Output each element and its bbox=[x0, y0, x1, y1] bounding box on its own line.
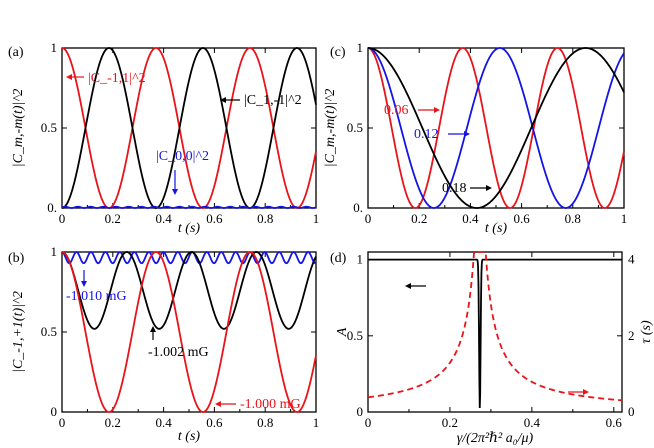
panel-c-frame bbox=[367, 47, 625, 209]
y-tick-label: 0 bbox=[357, 404, 364, 419]
panel-b-frame bbox=[61, 251, 317, 413]
panel-b-arrowhead-red bbox=[215, 401, 221, 407]
x-tick-label: 0 bbox=[59, 211, 66, 226]
panel-c-ann-blue: 0.12 bbox=[414, 127, 439, 142]
panel-b-ann-black: -1.002 mG bbox=[148, 345, 209, 360]
panel-a-xlabel-text: t (s) bbox=[178, 221, 201, 236]
panel-c-ann-black: 0.18 bbox=[442, 181, 467, 196]
x-tick-label: 0 bbox=[59, 415, 66, 430]
x-tick-label: 0 bbox=[365, 211, 372, 226]
x-tick-label: 1 bbox=[621, 211, 628, 226]
panel-b-ticks: 0 0.2 0.4 0.6 0.8 1 0 0.5 1 bbox=[41, 244, 320, 430]
y-tick-label: 0.5 bbox=[347, 120, 363, 135]
panel-c-curves bbox=[367, 47, 625, 209]
panel-a-xlabel: t (s) bbox=[178, 221, 201, 236]
x-tick-label: 0.6 bbox=[206, 211, 223, 226]
panel-b-arrowhead-blue bbox=[81, 281, 87, 287]
panel-d-ylabel-right: τ (s) bbox=[639, 320, 654, 344]
panel-c-arrowhead-blue bbox=[464, 131, 470, 137]
y-right-tick-label: 4 bbox=[628, 252, 635, 267]
panel-a: (a) 0 0.2 0.4 0.6 0.8 1 0. 0.5 1 t (s) |C_m,-m(t… bbox=[8, 40, 319, 236]
y-tick-label: 0.5 bbox=[41, 120, 57, 135]
series-0.12 bbox=[367, 47, 625, 209]
x-tick-label: 0.8 bbox=[565, 211, 581, 226]
series-blue bbox=[61, 205, 317, 209]
panel-d-frame bbox=[367, 251, 623, 413]
panel-c-arrowhead-black bbox=[486, 185, 492, 191]
panel-c-ylabel: |C_m,-m(t)|^2 bbox=[323, 89, 338, 168]
x-tick-label: 0.2 bbox=[442, 415, 458, 430]
series--1.000 mG bbox=[61, 251, 317, 413]
panel-b-arrowhead-black bbox=[150, 326, 156, 332]
panel-d-ticks: 0 0.2 0.4 0.6 0 0.5 1 0 2 4 bbox=[347, 252, 635, 430]
series-A bbox=[368, 258, 622, 409]
x-tick-label: 0.8 bbox=[257, 211, 273, 226]
y-right-tick-label: 2 bbox=[628, 328, 635, 343]
x-tick-label: 0.2 bbox=[105, 211, 121, 226]
y-tick-label: 1 bbox=[357, 252, 364, 267]
panel-b-ann-blue: -1.010 mG bbox=[66, 289, 127, 304]
x-tick-label: 0.4 bbox=[462, 211, 479, 226]
x-tick-label: 0.2 bbox=[411, 211, 427, 226]
x-tick-label: 0.4 bbox=[155, 211, 172, 226]
series--1.010 mG bbox=[61, 251, 317, 265]
panel-a-ticks: 0 0.2 0.4 0.6 0.8 1 0. 0.5 1 bbox=[41, 40, 320, 226]
y-right-tick-label: 0 bbox=[628, 404, 635, 419]
panel-a-ann-black: |C_1,-1|^2 bbox=[244, 93, 302, 108]
panel-a-curves bbox=[61, 47, 317, 209]
panel-c-ticks: 0 0.2 0.4 0.6 0.8 1 0. 0.5 1 bbox=[347, 40, 628, 226]
panel-c: (c) 0 0.2 0.4 0.6 0.8 1 0. 0.5 1 t (s) |C_m,-m(t… bbox=[323, 40, 627, 236]
panel-a-arrowhead-red bbox=[66, 74, 72, 80]
panel-d-curves bbox=[367, 251, 623, 409]
y-tick-label: 0 bbox=[51, 404, 58, 419]
y-tick-label: 0.5 bbox=[347, 328, 363, 343]
panel-a-ann-red: |C_-1,1|^2 bbox=[88, 71, 146, 86]
panel-a-arrowhead-black bbox=[220, 97, 226, 103]
panel-a-ylabel: |C_m,-m(t)|^2 bbox=[11, 89, 26, 168]
panel-label-c: (c) bbox=[330, 45, 346, 60]
panel-a-arrowhead-blue bbox=[172, 189, 178, 195]
panel-label-b: (b) bbox=[8, 251, 25, 266]
series-0.18 bbox=[367, 47, 625, 209]
panel-a-ann-blue: |C_0,0|^2 bbox=[156, 149, 209, 164]
panel-c-xlabel: t (s) bbox=[485, 221, 508, 236]
panel-c-ann-red: 0.06 bbox=[384, 103, 409, 118]
x-tick-label: 0 bbox=[365, 415, 372, 430]
y-tick-label: 1 bbox=[357, 40, 364, 55]
x-tick-label: 0.4 bbox=[524, 415, 541, 430]
panel-b-ylabel: |C_-1,+1(t)|^2 bbox=[11, 291, 26, 373]
y-tick-label: 1 bbox=[51, 244, 58, 259]
x-tick-label: 1 bbox=[313, 211, 320, 226]
series-0.06 bbox=[367, 47, 625, 209]
x-tick-label: 0.2 bbox=[105, 415, 121, 430]
panel-b-curves bbox=[61, 251, 317, 413]
panel-d-arrowhead-right bbox=[583, 389, 589, 395]
x-tick-label: 0.6 bbox=[606, 415, 623, 430]
series--1.002 mG bbox=[61, 251, 317, 330]
x-tick-label: 0.4 bbox=[155, 415, 172, 430]
series-black bbox=[61, 47, 317, 209]
panel-d-arrowhead-left bbox=[405, 283, 411, 289]
y-tick-label: 1 bbox=[51, 40, 58, 55]
x-tick-label: 0.6 bbox=[513, 211, 530, 226]
panel-c-arrowhead-red bbox=[434, 107, 440, 113]
y-tick-label: 0. bbox=[47, 200, 57, 215]
panel-d-xlabel: γ/(2π²ℏ² a₀/μ) bbox=[457, 431, 534, 446]
x-tick-label: 1 bbox=[313, 415, 320, 430]
x-tick-label: 0.6 bbox=[206, 415, 223, 430]
y-tick-label: 0. bbox=[353, 200, 363, 215]
panel-b: (b) 0 0.2 0.4 0.6 0.8 1 0 0.5 1 t (s) |C_-1,+1(t… bbox=[8, 244, 319, 444]
series-tau bbox=[367, 251, 623, 402]
panel-label-d: (d) bbox=[330, 251, 347, 266]
x-tick-label: 0.8 bbox=[257, 415, 273, 430]
panel-d-ylabel: A bbox=[335, 327, 350, 337]
panel-b-ann-red: -1.000 mG bbox=[240, 397, 301, 412]
panel-label-a: (a) bbox=[8, 45, 24, 60]
panel-b-xlabel: t (s) bbox=[178, 429, 201, 444]
y-tick-label: 0.5 bbox=[41, 324, 57, 339]
